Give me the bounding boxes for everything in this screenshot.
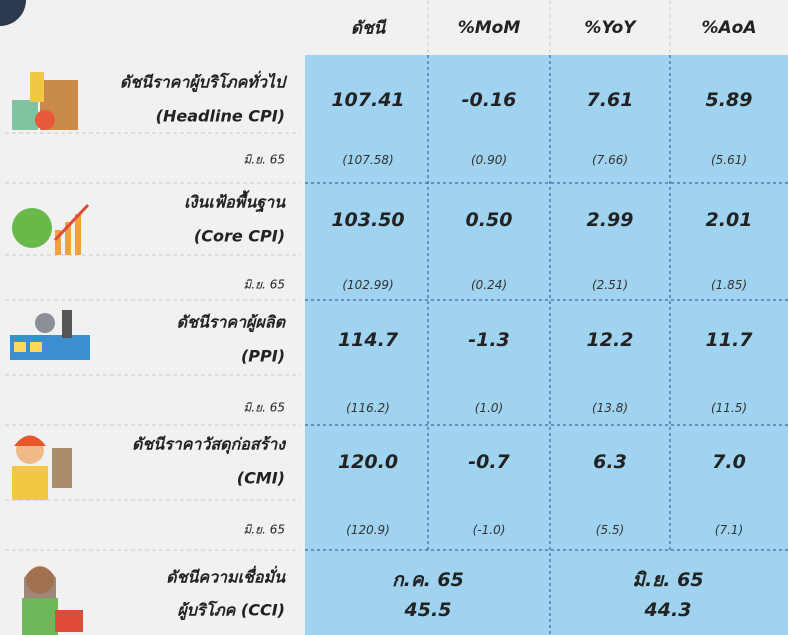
prev-value: (107.58)	[342, 153, 393, 167]
prev-value: (0.24)	[471, 278, 507, 292]
row-label: (CMI)	[237, 469, 285, 488]
row-label: (PPI)	[241, 347, 285, 366]
column-header: ดัชนี	[351, 15, 385, 42]
page: ดัชนี %MoM %YoY %AoA ดัชนีราคาผู้บริโภคทั่วไ…	[0, 0, 788, 635]
cci-value: 44.3	[645, 599, 692, 621]
icon-money	[12, 205, 88, 255]
value: 107.41	[331, 89, 404, 111]
column-header: %AoA	[701, 18, 756, 38]
value: 7.0	[712, 451, 746, 473]
cci-value: 45.5	[405, 599, 452, 621]
prev-value: (13.8)	[592, 401, 628, 415]
value: 0.50	[466, 209, 513, 231]
value: 5.89	[706, 89, 753, 111]
prev-value: (0.90)	[471, 153, 507, 167]
value: 7.61	[587, 89, 634, 111]
prev-value: (1.85)	[711, 278, 747, 292]
prev-value: (1.0)	[475, 401, 503, 415]
prev-value: (-1.0)	[473, 523, 506, 537]
column-header: %YoY	[584, 18, 635, 38]
corner-badge	[0, 0, 26, 26]
cci-label: ดัชนีความเชื่อมั่น	[166, 566, 285, 591]
prev-label: มิ.ย. 65	[243, 151, 285, 170]
value: 2.99	[587, 209, 634, 231]
value: 120.0	[338, 451, 398, 473]
icon-worker	[12, 436, 72, 501]
value: 114.7	[338, 329, 398, 351]
icon-grocery	[12, 72, 78, 130]
value: -1.3	[468, 329, 510, 351]
row-label: ดัชนีราคาวัสดุก่อสร้าง	[132, 433, 285, 458]
prev-label: มิ.ย. 65	[243, 399, 285, 418]
value: 6.3	[593, 451, 627, 473]
cci-label: ผู้บริโภค (CCI)	[177, 599, 285, 624]
row-label: (Headline CPI)	[156, 107, 285, 126]
prev-label: มิ.ย. 65	[243, 521, 285, 540]
prev-value: (120.9)	[346, 523, 390, 537]
row-label: เงินเฟ้อพื้นฐาน	[184, 191, 285, 216]
prev-value: (2.51)	[592, 278, 628, 292]
row-label: (Core CPI)	[194, 227, 285, 246]
value: 11.7	[706, 329, 753, 351]
prev-value: (7.66)	[592, 153, 628, 167]
value: 103.50	[331, 209, 404, 231]
prev-value: (116.2)	[346, 401, 390, 415]
value: 12.2	[587, 329, 634, 351]
icon-factory	[10, 310, 90, 360]
column-header: %MoM	[458, 18, 521, 38]
prev-label: มิ.ย. 65	[243, 276, 285, 295]
row-label: ดัชนีราคาผู้ผลิต	[177, 311, 285, 336]
icon-shopper	[22, 566, 83, 635]
cci-period: มิ.ย. 65	[632, 565, 703, 595]
value: 2.01	[706, 209, 753, 231]
prev-value: (11.5)	[711, 401, 747, 415]
prev-value: (5.61)	[711, 153, 747, 167]
prev-value: (102.99)	[342, 278, 393, 292]
value: -0.16	[462, 89, 517, 111]
prev-value: (7.1)	[715, 523, 743, 537]
row-label: ดัชนีราคาผู้บริโภคทั่วไป	[120, 71, 285, 96]
value: -0.7	[468, 451, 510, 473]
prev-value: (5.5)	[596, 523, 624, 537]
cci-period: ก.ค. 65	[392, 565, 464, 595]
